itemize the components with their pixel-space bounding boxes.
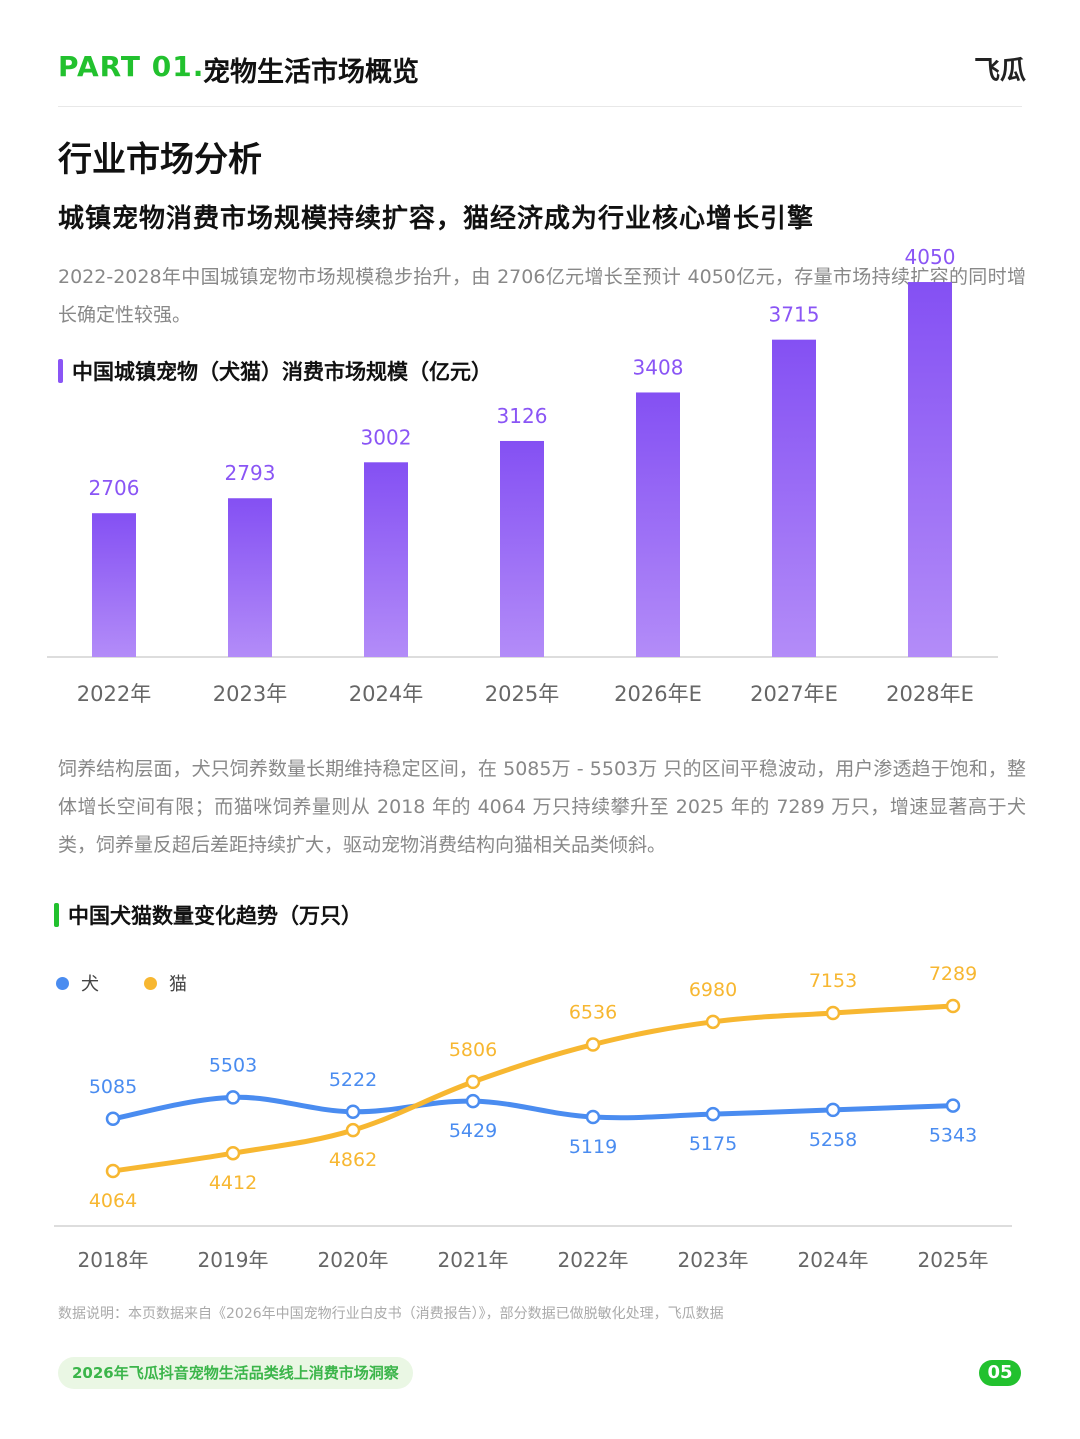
point-cat-7 xyxy=(945,998,961,1014)
point-cat-3 xyxy=(465,1074,481,1090)
point-label-dog: 5222 xyxy=(329,1069,377,1091)
bar-x-tick-label: 2027年E xyxy=(750,682,838,706)
bar-x-tick-label: 2022年 xyxy=(77,682,151,706)
point-label-cat: 4064 xyxy=(89,1190,137,1212)
point-dog-1 xyxy=(225,1090,241,1105)
series-line-dog xyxy=(110,1094,956,1122)
point-dog-7 xyxy=(945,1098,961,1113)
legend-item-cat: 猫 xyxy=(144,970,187,996)
line-x-tick-label: 2022年 xyxy=(558,1248,629,1272)
brand-logo-icon xyxy=(0,0,110,44)
point-dog-3 xyxy=(465,1093,481,1109)
bar-5 xyxy=(772,339,816,657)
line-x-tick-label: 2020年 xyxy=(318,1248,389,1272)
legend-label-cat: 猫 xyxy=(169,974,187,995)
point-cat-1 xyxy=(225,1145,241,1161)
point-cat-5 xyxy=(705,1014,721,1030)
bar-x-tick-label: 2024年 xyxy=(349,682,423,706)
bar-2 xyxy=(364,462,408,657)
part-label: PART 01. xyxy=(58,50,205,83)
bar-value-label: 2706 xyxy=(89,476,140,500)
bar-x-tick-label: 2026年E xyxy=(614,682,702,706)
point-label-cat: 4412 xyxy=(209,1172,257,1194)
point-label-cat: 6536 xyxy=(569,1002,617,1024)
point-label-dog: 5343 xyxy=(929,1125,977,1147)
line-x-tick-label: 2023年 xyxy=(678,1248,749,1272)
bar-3 xyxy=(500,440,544,657)
part-title: 宠物生活市场概览 xyxy=(203,57,419,88)
point-label-dog: 5085 xyxy=(89,1076,137,1098)
point-label-cat: 7153 xyxy=(809,970,857,992)
bar-1 xyxy=(228,498,272,657)
bar-0 xyxy=(92,513,136,657)
point-label-dog: 5119 xyxy=(569,1136,617,1158)
line-x-tick-label: 2024年 xyxy=(798,1248,869,1272)
bar-x-tick-label: 2025年 xyxy=(485,682,559,706)
legend-item-dog: 犬 xyxy=(56,970,99,996)
point-label-dog: 5175 xyxy=(689,1133,737,1155)
bar-4 xyxy=(636,392,680,657)
point-label-cat: 4862 xyxy=(329,1149,377,1171)
page-number: 05 xyxy=(979,1360,1021,1386)
point-label-dog: 5258 xyxy=(809,1129,857,1151)
bar-chart-title: 中国城镇宠物（犬猫）消费市场规模（亿元） xyxy=(58,356,492,386)
line-chart-title: 中国犬猫数量变化趋势（万只） xyxy=(54,900,362,930)
point-dog-6 xyxy=(825,1102,841,1118)
bar-value-label: 2793 xyxy=(225,461,276,485)
legend-label-dog: 犬 xyxy=(81,974,99,995)
logo-text: 飞瓜 xyxy=(974,56,1027,86)
point-dog-4 xyxy=(585,1109,601,1125)
point-label-cat: 6980 xyxy=(689,979,737,1001)
bar-value-label: 3002 xyxy=(361,425,412,449)
legend-dot-cat-icon xyxy=(144,976,157,990)
point-label-cat: 5806 xyxy=(449,1039,497,1061)
bar-6 xyxy=(908,282,952,657)
line-x-tick-label: 2018年 xyxy=(78,1248,149,1272)
footnote: 数据说明：本页数据来自《2026年中国宠物行业白皮书（消费报告）》，部分数据已做… xyxy=(58,1306,724,1322)
point-label-cat: 7289 xyxy=(929,963,977,985)
point-cat-4 xyxy=(585,1037,601,1052)
bar-x-tick-label: 2028年E xyxy=(886,682,974,706)
footer-report-title: 2026年飞瓜抖音宠物生活品类线上消费市场洞察 xyxy=(58,1357,413,1389)
point-cat-2 xyxy=(345,1122,361,1138)
headline: 城镇宠物消费市场规模持续扩容，猫经济成为行业核心增长引擎 xyxy=(58,204,815,234)
header-divider xyxy=(58,106,1022,107)
line-x-tick-label: 2025年 xyxy=(918,1248,989,1272)
point-dog-5 xyxy=(705,1106,721,1122)
bar-value-label: 3126 xyxy=(497,404,548,428)
bar-value-label: 3408 xyxy=(633,355,684,379)
point-cat-0 xyxy=(105,1163,121,1179)
point-cat-6 xyxy=(825,1005,841,1021)
point-label-dog: 5429 xyxy=(449,1120,497,1142)
point-dog-2 xyxy=(345,1104,361,1120)
bar-x-tick-label: 2023年 xyxy=(213,682,287,706)
paragraph-pet-structure: 饲养结构层面，犬只饲养数量长期维持稳定区间，在 5085万 - 5503万 只的… xyxy=(58,758,1026,856)
section-title: 行业市场分析 xyxy=(58,140,262,180)
legend-dot-dog-icon xyxy=(56,976,69,990)
point-label-dog: 5503 xyxy=(209,1054,257,1076)
line-x-tick-label: 2019年 xyxy=(198,1248,269,1272)
line-x-tick-label: 2021年 xyxy=(438,1248,509,1272)
point-dog-0 xyxy=(105,1111,121,1127)
paragraph-market-size: 2022-2028年中国城镇宠物市场规模稳步抬升，由 2706亿元增长至预计 4… xyxy=(58,266,1026,326)
series-line-cat xyxy=(110,1003,956,1174)
